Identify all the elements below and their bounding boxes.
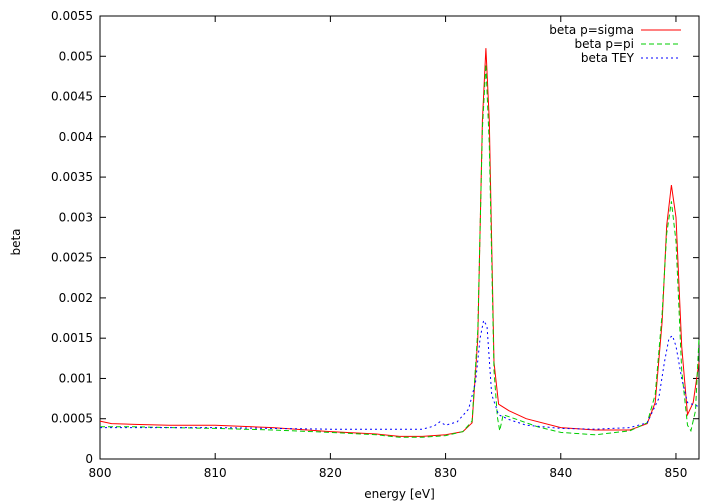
legend-label: beta p=sigma: [549, 23, 634, 37]
y-tick-label: 0: [85, 452, 93, 466]
y-tick-label: 0.001: [59, 371, 93, 385]
y-tick-label: 0.003: [59, 210, 93, 224]
legend-label: beta p=pi: [575, 37, 635, 51]
y-tick-label: 0.0035: [51, 170, 93, 184]
y-axis-label: beta: [9, 228, 23, 255]
plot-frame: [99, 15, 700, 460]
y-tick-label: 0.0045: [51, 90, 93, 104]
y-tick-label: 0.002: [59, 291, 93, 305]
x-axis-label: energy [eV]: [364, 487, 435, 501]
y-tick-label: 0.0005: [51, 412, 93, 426]
x-tick-label: 810: [204, 466, 227, 480]
y-tick-label: 0.0055: [51, 9, 93, 23]
y-tick-label: 0.0025: [51, 251, 93, 265]
axis-ticks: 800 810 820 830 840 850 0 0.0005 0.001 0.0015 0.00…: [51, 9, 699, 480]
series-line-3: [100, 319, 700, 430]
series-layer: [99, 48, 700, 438]
series-line-1: [99, 48, 700, 437]
x-tick-label: 800: [89, 466, 112, 480]
y-tick-label: 0.005: [59, 49, 93, 63]
x-tick-label: 850: [665, 466, 688, 480]
series-line-2: [100, 64, 700, 438]
y-tick-label: 0.0015: [51, 331, 93, 345]
x-tick-label: 830: [434, 466, 457, 480]
x-tick-label: 840: [549, 466, 572, 480]
y-tick-label: 0.004: [59, 130, 93, 144]
x-tick-label: 820: [319, 466, 342, 480]
legend-label: beta TEY: [581, 51, 635, 65]
